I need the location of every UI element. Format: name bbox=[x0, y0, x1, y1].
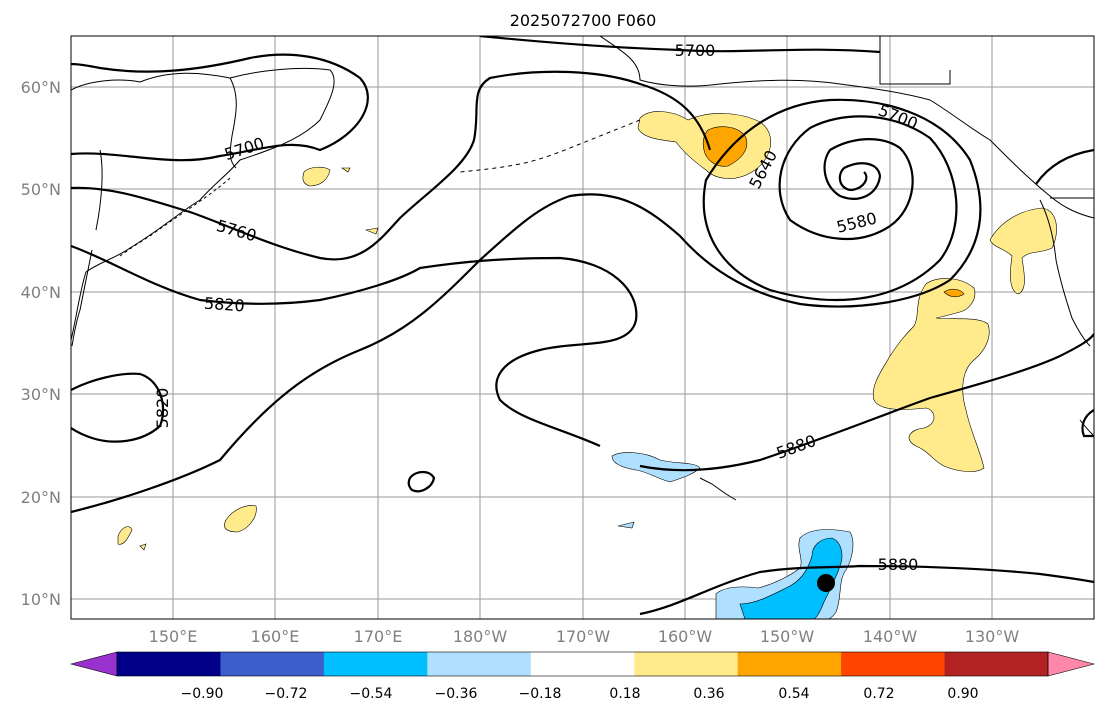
contour-5880-mid bbox=[639, 333, 1094, 472]
negative-anomaly-hawaii-small bbox=[617, 521, 635, 529]
colorbar-tick-label: 0.54 bbox=[778, 686, 809, 702]
anomaly-shading bbox=[117, 111, 1057, 619]
map-border bbox=[70, 35, 1095, 620]
colorbar-segment bbox=[634, 652, 739, 676]
map-title: 2025072700 F060 bbox=[510, 11, 657, 30]
colorbar: −0.90 −0.72 −0.54 −0.36 −0.18 0.18 0.36 … bbox=[69, 651, 1096, 702]
contour-5760-west bbox=[71, 70, 712, 261]
colorbar-segment bbox=[220, 652, 325, 676]
colorbar-segment bbox=[841, 652, 946, 676]
colorbar-segment bbox=[117, 652, 221, 676]
contour-labels-group: 5700 5700 5700 5760 5820 5820 5640 5580 … bbox=[153, 41, 920, 574]
negative-anomaly-south-core bbox=[739, 537, 843, 619]
lat-label: 10°N bbox=[21, 590, 61, 609]
colorbar-segment bbox=[323, 652, 428, 676]
lon-label: 140°W bbox=[863, 627, 918, 646]
colorbar-tick-label: 0.90 bbox=[947, 686, 978, 702]
lat-label: 20°N bbox=[21, 488, 61, 507]
positive-anomaly-small-1 bbox=[341, 167, 351, 173]
contour-label: 5700 bbox=[876, 100, 921, 133]
colorbar-tick-label: −0.72 bbox=[265, 686, 308, 702]
contour-label: 5880 bbox=[878, 555, 919, 574]
lat-label: 50°N bbox=[21, 180, 61, 199]
contour-5700-north bbox=[479, 36, 881, 54]
positive-anomaly-westcoast-south bbox=[872, 278, 990, 472]
colorbar-tick-label: −0.18 bbox=[519, 686, 562, 702]
positive-anomaly-marianas bbox=[224, 505, 257, 533]
contour-5880-south bbox=[639, 564, 1094, 616]
contour-label: 5820 bbox=[153, 388, 172, 429]
coast-westcoast bbox=[1039, 199, 1091, 347]
coast-japan bbox=[71, 249, 93, 347]
colorbar-frame bbox=[116, 651, 1049, 677]
coast-alaska bbox=[599, 36, 1094, 219]
colorbar-tick-label: −0.54 bbox=[350, 686, 393, 702]
colorbar-tick-label: −0.90 bbox=[181, 686, 224, 702]
colorbar-tick-label: 0.72 bbox=[863, 686, 894, 702]
lon-label: 180°W bbox=[453, 627, 508, 646]
contour-label: 5700 bbox=[675, 41, 716, 60]
positive-anomaly-tiny bbox=[139, 543, 147, 551]
lon-label: 170°E bbox=[354, 627, 403, 646]
map-area: 5700 5700 5700 5760 5820 5820 5640 5580 … bbox=[71, 36, 1094, 619]
location-marker bbox=[817, 574, 835, 592]
lon-label: 160°E bbox=[251, 627, 300, 646]
colorbar-segment bbox=[427, 652, 532, 676]
contour-label: 5580 bbox=[835, 209, 879, 237]
lon-label: 130°W bbox=[965, 627, 1020, 646]
coast-kamchatka bbox=[229, 77, 237, 169]
height-contours bbox=[71, 36, 1094, 616]
colorbar-tick-label: −0.36 bbox=[435, 686, 478, 702]
contour-label: 5880 bbox=[774, 431, 819, 463]
contour-label: 5700 bbox=[222, 133, 267, 164]
coast-aleutians bbox=[459, 119, 641, 173]
colorbar-extend-left bbox=[69, 651, 118, 677]
positive-anomaly-westcoast-core bbox=[943, 288, 965, 298]
positive-anomaly-gulf-core bbox=[702, 126, 748, 167]
colorbar-ticks: −0.90 −0.72 −0.54 −0.36 −0.18 0.18 0.36 … bbox=[181, 686, 979, 702]
lon-label: 150°W bbox=[760, 627, 815, 646]
lat-label: 30°N bbox=[21, 385, 61, 404]
contour-outer-low bbox=[71, 98, 982, 514]
positive-anomaly-westcoast-north bbox=[989, 207, 1057, 295]
lon-label: 170°W bbox=[556, 627, 611, 646]
contour-5700-west bbox=[71, 53, 369, 162]
border-canada bbox=[879, 36, 951, 85]
contour-5820-south bbox=[71, 372, 165, 443]
contour-label: 5820 bbox=[203, 294, 245, 316]
longitude-labels: 150°E 160°E 170°E 180°W 170°W 160°W 150°… bbox=[149, 627, 1020, 646]
latitude-labels: 60°N 50°N 40°N 30°N 20°N 10°N bbox=[21, 78, 61, 609]
colorbar-segment bbox=[944, 652, 1049, 676]
coastlines bbox=[71, 36, 1094, 501]
colorbar-segment bbox=[737, 652, 842, 676]
coast-hawaii bbox=[699, 477, 737, 501]
negative-anomaly-hawaii bbox=[611, 452, 701, 483]
coast-kurils bbox=[119, 177, 231, 257]
coast-sakhalin bbox=[95, 149, 103, 231]
colorbar-extend-right bbox=[1047, 651, 1096, 677]
colorbar-tick-label: 0.36 bbox=[693, 686, 724, 702]
colorbar-segments bbox=[117, 652, 1049, 676]
contour-label: 5760 bbox=[214, 216, 258, 245]
lat-label: 60°N bbox=[21, 78, 61, 97]
contour-east-coast bbox=[1035, 148, 1094, 438]
lon-label: 160°W bbox=[658, 627, 713, 646]
positive-anomaly-small-2 bbox=[364, 227, 379, 235]
positive-anomaly-kamchatka bbox=[302, 166, 331, 187]
lat-label: 40°N bbox=[21, 283, 61, 302]
contour-small-ring bbox=[407, 470, 436, 493]
contour-5820 bbox=[71, 244, 638, 448]
colorbar-segment bbox=[530, 652, 635, 676]
colorbar-tick-label: 0.18 bbox=[609, 686, 640, 702]
positive-anomaly-guam bbox=[117, 526, 133, 545]
coast-asia bbox=[71, 67, 335, 341]
lon-label: 150°E bbox=[149, 627, 198, 646]
